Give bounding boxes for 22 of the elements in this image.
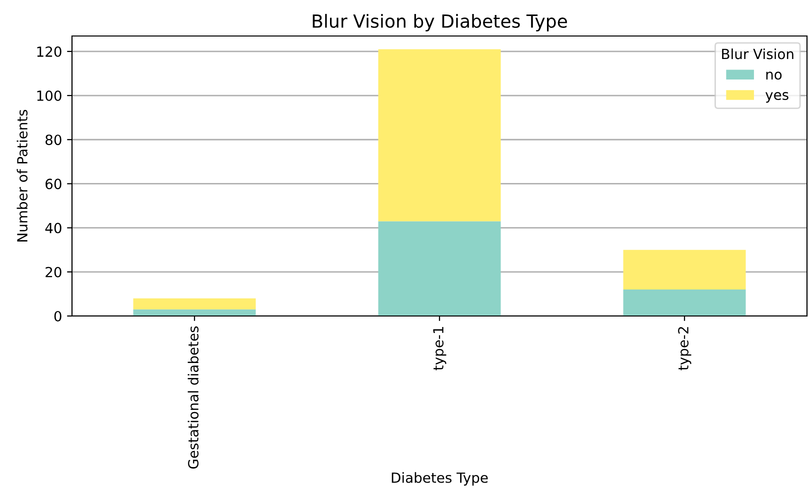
y-tick-label: 120 (37, 46, 62, 57)
x-tick-label: type-1 (433, 327, 446, 370)
legend-title: Blur Vision (722, 48, 794, 60)
y-tick-label: 60 (46, 178, 62, 190)
y-tick-label: 0 (54, 310, 62, 322)
bar (378, 49, 501, 222)
y-tick-label: 20 (46, 266, 62, 278)
x-tick-label: type-2 (678, 327, 692, 370)
chart-title: Blur Vision by Diabetes Type (312, 14, 567, 32)
legend-label: yes (765, 92, 788, 103)
x-axis-title: Diabetes Type (392, 472, 488, 486)
bar (133, 309, 256, 316)
bar (623, 290, 746, 316)
bar (378, 221, 501, 316)
y-tick-label: 40 (45, 222, 62, 234)
x-tick-label: Gestational diabetes (188, 326, 199, 469)
y-axis-title: Number of Patients (16, 110, 28, 242)
y-tick-label: 80 (46, 134, 62, 146)
y-tick-label: 100 (37, 90, 62, 101)
legend-label: no (766, 72, 782, 80)
bar (623, 250, 746, 290)
bar (133, 298, 256, 310)
